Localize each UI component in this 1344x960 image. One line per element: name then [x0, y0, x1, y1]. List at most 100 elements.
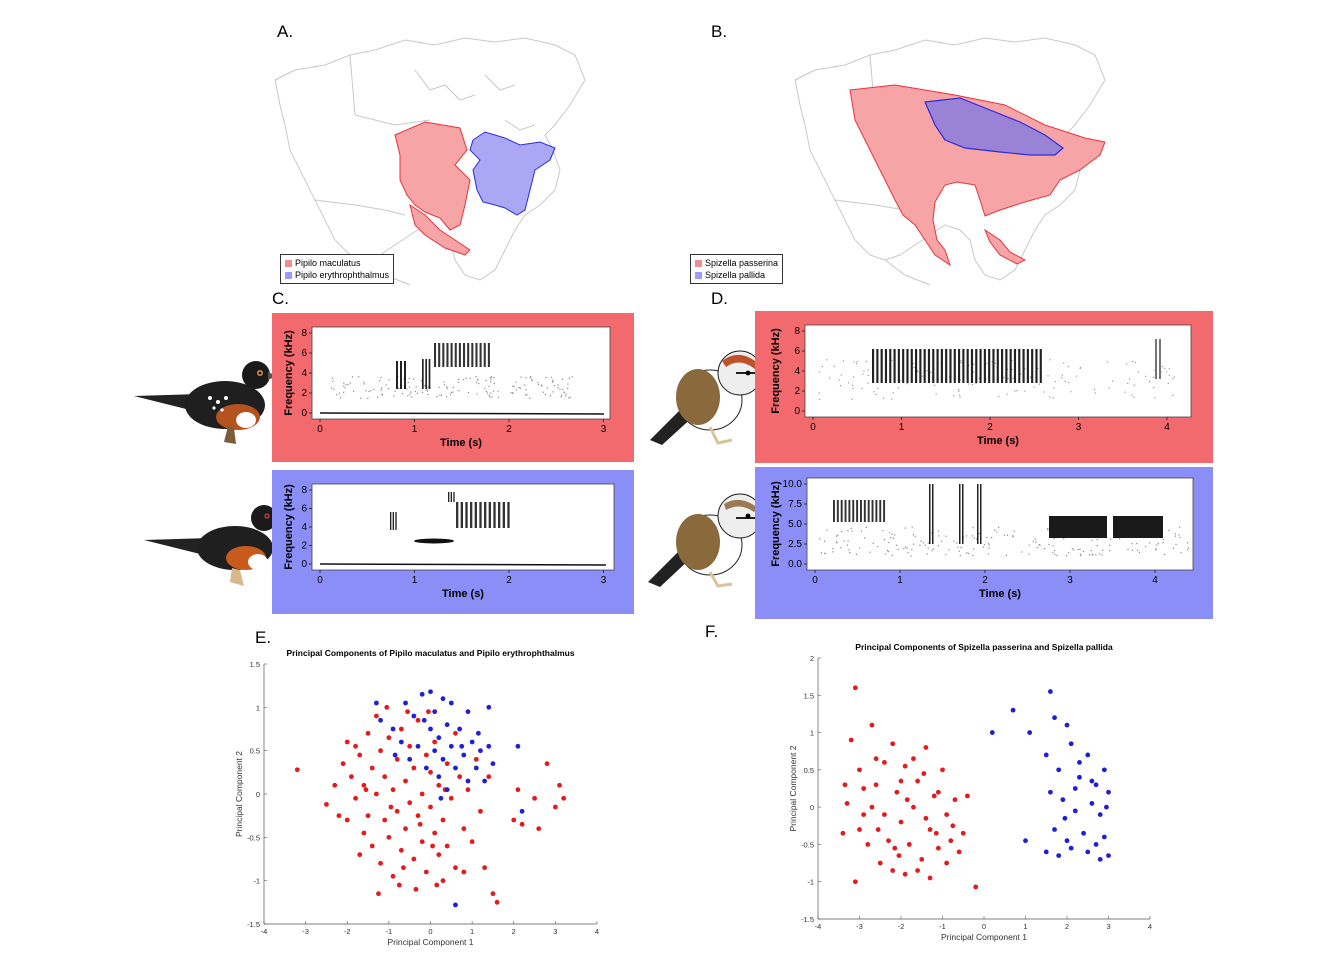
noise-speckle [848, 549, 850, 551]
data-point-red [935, 789, 941, 795]
noise-speckle [941, 540, 943, 542]
noise-speckle [343, 391, 345, 393]
noise-speckle [560, 396, 562, 398]
noise-speckle [920, 540, 922, 542]
data-point-red [465, 787, 471, 793]
data-point-red [357, 752, 363, 758]
song-trill [876, 349, 879, 383]
y-tick-label: 2 [301, 541, 307, 552]
noise-speckle [892, 537, 895, 539]
data-point-red [398, 847, 404, 853]
noise-speckle [1024, 368, 1026, 370]
data-point-blue [444, 787, 450, 793]
data-point-blue [1093, 782, 1099, 788]
y-tick-label: 0.0 [788, 559, 802, 570]
noise-speckle [988, 544, 990, 546]
noise-speckle [1013, 530, 1016, 532]
song-note [400, 361, 402, 389]
noise-speckle [529, 397, 531, 399]
noise-speckle [851, 384, 854, 386]
data-point-red [944, 812, 950, 817]
y-axis-label: Frequency (kHz) [770, 328, 782, 414]
x-tick-label: 4 [1164, 422, 1170, 433]
noise-speckle [1162, 539, 1164, 541]
noise-speckle [994, 362, 997, 364]
noise-speckle [1043, 391, 1045, 393]
noise-speckle [988, 547, 990, 549]
noise-speckle [889, 532, 891, 534]
legend-item: Spizella passerina [695, 257, 778, 269]
data-point-red [373, 713, 379, 719]
noise-speckle [332, 380, 334, 382]
noise-speckle [1179, 536, 1181, 538]
noise-speckle [381, 394, 383, 396]
noise-speckle [826, 359, 828, 361]
noise-speckle [331, 387, 333, 389]
noise-speckle [904, 527, 907, 529]
song-trill [953, 349, 956, 383]
noise-speckle [493, 382, 495, 384]
noise-speckle [931, 378, 933, 380]
noise-speckle [475, 376, 477, 378]
song-trill [996, 349, 999, 383]
data-point-blue [1097, 856, 1103, 862]
noise-speckle [926, 553, 928, 555]
noise-speckle [826, 529, 828, 531]
data-point-red [436, 852, 442, 858]
song-trill [848, 500, 851, 522]
noise-speckle [1131, 542, 1133, 545]
noise-speckle [1061, 376, 1063, 379]
data-point-red [365, 813, 371, 819]
song-trill [465, 502, 468, 528]
noise-speckle [1096, 544, 1098, 547]
legend-a: Pipilo maculatus Pipilo erythrophthalmus [280, 254, 395, 284]
song-trill [923, 349, 926, 383]
noise-speckle [926, 370, 928, 372]
noise-speckle [996, 531, 998, 533]
noise-speckle [978, 532, 980, 535]
data-point-red [440, 817, 446, 823]
data-point-red [344, 817, 350, 823]
noise-speckle [973, 548, 975, 550]
noise-speckle [853, 361, 855, 363]
noise-speckle [821, 365, 823, 368]
noise-speckle [1112, 380, 1114, 382]
noise-speckle [1178, 534, 1180, 536]
data-point-red [852, 879, 858, 885]
data-point-blue [1104, 804, 1109, 810]
data-point-blue [519, 808, 525, 814]
noise-speckle [819, 398, 821, 400]
data-point-red [960, 830, 966, 836]
song-trill [958, 349, 961, 383]
data-point-blue [1027, 730, 1033, 735]
noise-speckle [867, 374, 869, 376]
noise-speckle [1064, 380, 1066, 383]
noise-speckle [562, 388, 564, 391]
noise-speckle [1068, 381, 1070, 384]
noise-speckle [394, 390, 396, 392]
noise-speckle [927, 547, 929, 549]
song-trill [884, 349, 888, 383]
data-point-blue [475, 730, 481, 736]
noise-speckle [911, 548, 913, 551]
song-trill [475, 343, 478, 367]
noise-speckle [452, 386, 454, 389]
noise-speckle [1172, 378, 1174, 380]
noise-speckle [904, 546, 907, 548]
data-point-red [515, 787, 521, 793]
data-point-red [419, 839, 425, 845]
noise-speckle [333, 388, 335, 390]
x-tick-label: 3 [1067, 575, 1073, 586]
noise-speckle [935, 393, 937, 395]
data-point-blue [1093, 842, 1099, 847]
noise-speckle [553, 385, 556, 387]
x-tick-label: 4 [1152, 575, 1158, 586]
data-point-blue [398, 739, 404, 745]
noise-speckle [1102, 549, 1104, 551]
data-point-red [423, 752, 429, 758]
data-point-red [919, 856, 925, 862]
noise-speckle [1079, 553, 1082, 555]
noise-speckle [1161, 365, 1163, 368]
noise-speckle [443, 384, 446, 386]
data-point-red [332, 782, 338, 788]
